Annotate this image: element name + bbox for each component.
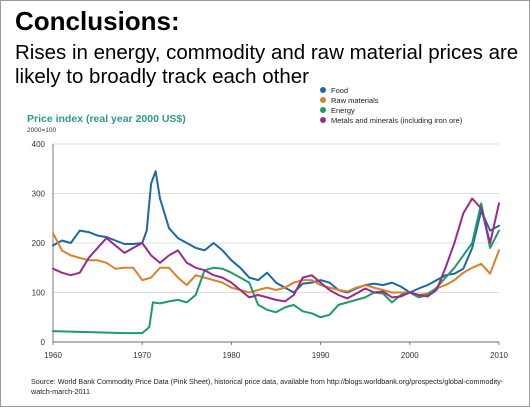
y-tick-label: 300 xyxy=(32,190,46,199)
legend-marker-raw xyxy=(320,97,326,103)
y-axis-note: 2000=100 xyxy=(27,127,56,134)
legend-marker-energy xyxy=(320,107,326,113)
series-line-food xyxy=(52,170,500,294)
y-tick-label: 100 xyxy=(32,289,46,298)
source-note: Source: World Bank Commodity Price Data … xyxy=(31,377,504,396)
legend-label-energy: Energy xyxy=(331,106,355,115)
legend-label-food: Food xyxy=(331,86,348,95)
legend-marker-metals xyxy=(320,117,326,123)
y-tick-label: 0 xyxy=(41,338,46,347)
series-line-metals xyxy=(52,197,500,303)
series-line-energy xyxy=(52,202,500,335)
x-tick-label: 1980 xyxy=(223,351,241,360)
x-tick-label: 1990 xyxy=(312,351,330,360)
y-axis-title: Price index (real year 2000 US$) xyxy=(27,113,186,125)
slide-subheading: Rises in energy, commodity and raw mater… xyxy=(15,41,519,88)
x-tick-label: 2010 xyxy=(490,351,508,360)
slide-heading: Conclusions: xyxy=(15,6,180,36)
x-tick-label: 2000 xyxy=(401,351,419,360)
legend-label-metals: Metals and minerals (including iron ore) xyxy=(331,116,463,125)
series-line-raw xyxy=(52,232,500,296)
y-tick-label: 200 xyxy=(32,239,46,248)
x-tick-label: 1970 xyxy=(133,351,151,360)
legend-marker-food xyxy=(320,87,326,93)
x-tick-label: 1960 xyxy=(44,351,62,360)
y-tick-label: 400 xyxy=(32,140,46,149)
legend-label-raw: Raw materials xyxy=(331,96,379,105)
